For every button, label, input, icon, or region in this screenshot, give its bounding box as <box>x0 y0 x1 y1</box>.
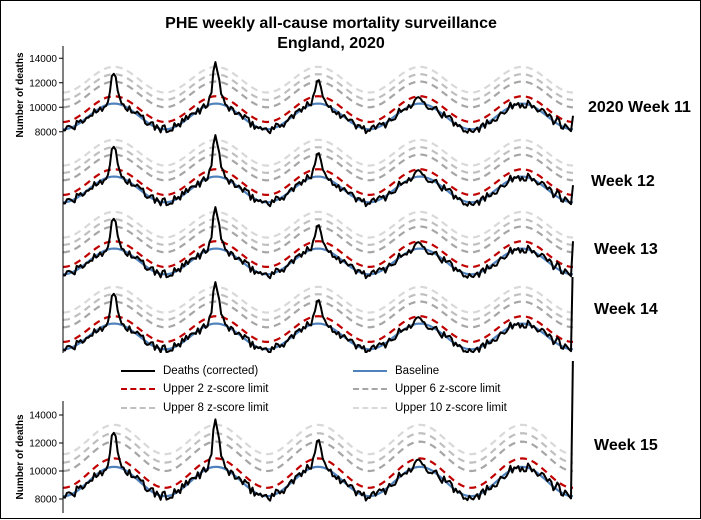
y-tick-label: 8000 <box>35 495 58 506</box>
panel-3 <box>62 206 574 280</box>
panel-5 <box>62 361 574 502</box>
legend-z6-swatch <box>353 388 387 390</box>
y-tick-label: 14000 <box>29 54 57 65</box>
y-axis-label: Number of deaths <box>15 414 26 499</box>
series-baseline-line-panel-5 <box>62 465 574 498</box>
legend-z8-label: Upper 8 z-score limit <box>163 402 269 414</box>
legend-z8: Upper 8 z-score limit <box>121 402 268 414</box>
week-label-13: Week 13 <box>594 241 658 258</box>
legend-deaths-swatch <box>121 370 155 372</box>
week-label-14: Week 14 <box>594 301 658 318</box>
series-z8-line-panel-4 <box>62 293 574 322</box>
y-axis-panel-1: 14000 12000 10000 8000 Number of deaths <box>15 46 64 144</box>
legend-z2-label: Upper 2 z-score limit <box>163 383 269 395</box>
legend-z6: Upper 6 z-score limit <box>353 383 500 395</box>
series-z10-line-panel-4 <box>62 285 574 314</box>
y-tick-label: 10000 <box>29 103 57 114</box>
legend-baseline: Baseline <box>353 365 439 377</box>
y-tick-label: 14000 <box>29 411 57 422</box>
chart-title-line1: PHE weekly all-cause mortality surveilla… <box>165 15 497 32</box>
y-tick-label: 12000 <box>29 78 57 89</box>
series-z2-line-panel-4 <box>62 315 574 344</box>
series-z10-line-panel-3 <box>62 210 574 239</box>
week-label-11: 2020 Week 11 <box>588 99 691 116</box>
panel-4 <box>62 277 574 353</box>
series-baseline-line-panel-4 <box>62 322 574 351</box>
series-z8-line-panel-1 <box>62 73 574 102</box>
legend-z8-swatch <box>121 407 155 409</box>
series-baseline-line-panel-1 <box>62 102 574 131</box>
legend-z10: Upper 10 z-score limit <box>353 402 507 414</box>
series-deaths-line-panel-3 <box>62 206 574 280</box>
series-z10-line-panel-5 <box>62 423 574 456</box>
legend-baseline-label: Baseline <box>395 365 440 377</box>
series-baseline-line-panel-2 <box>62 175 574 204</box>
series-deaths-line-panel-4 <box>62 277 574 353</box>
series-z8-line-panel-2 <box>62 146 574 175</box>
series-deaths-line-panel-1 <box>62 61 574 135</box>
panel-1 <box>62 61 574 135</box>
week-label-15: Week 15 <box>594 437 658 454</box>
week-label-12: Week 12 <box>591 173 655 190</box>
legend-baseline-swatch <box>353 370 387 372</box>
legend-deaths: Deaths (corrected) <box>121 365 258 377</box>
y-tick-label: 10000 <box>29 467 57 478</box>
series-z2-line-panel-1 <box>62 95 574 124</box>
series-z8-line-panel-3 <box>62 218 574 247</box>
series-z10-line-panel-1 <box>62 65 574 94</box>
series-z10-line-panel-2 <box>62 138 574 167</box>
series-z8-line-panel-5 <box>62 432 574 464</box>
legend-z2-swatch <box>121 388 155 390</box>
y-axis-panel-5: 14000 12000 10000 8000 Number of deaths <box>15 401 64 513</box>
series-baseline-line-panel-3 <box>62 247 574 276</box>
y-tick-label: 8000 <box>35 127 58 138</box>
series-z2-line-panel-2 <box>62 168 574 197</box>
series-z2-line-panel-5 <box>62 457 574 489</box>
series-deaths-line-panel-5 <box>62 361 574 502</box>
legend-z10-label: Upper 10 z-score limit <box>395 402 507 414</box>
legend-deaths-label: Deaths (corrected) <box>163 365 259 377</box>
panel-2 <box>62 134 574 208</box>
y-axis-label: Number of deaths <box>15 52 26 137</box>
chart-title: PHE weekly all-cause mortality surveilla… <box>131 14 531 54</box>
chart-title-line2: England, 2020 <box>277 35 385 52</box>
series-deaths-line-panel-2 <box>62 134 574 208</box>
legend-z2: Upper 2 z-score limit <box>121 383 268 395</box>
y-tick-label: 12000 <box>29 439 57 450</box>
legend-z6-label: Upper 6 z-score limit <box>395 383 501 395</box>
series-z2-line-panel-3 <box>62 240 574 269</box>
legend-z10-swatch <box>353 407 387 409</box>
